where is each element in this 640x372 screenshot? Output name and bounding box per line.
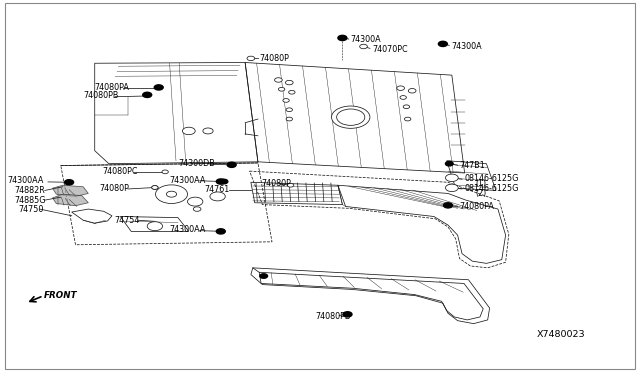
Circle shape	[182, 127, 195, 135]
Circle shape	[408, 89, 416, 93]
Circle shape	[343, 312, 352, 317]
Text: X7480023: X7480023	[536, 330, 585, 339]
Circle shape	[193, 207, 201, 211]
Text: 74300A: 74300A	[451, 42, 482, 51]
Text: FRONT: FRONT	[44, 291, 77, 300]
Circle shape	[403, 105, 410, 109]
Text: 74300DB: 74300DB	[178, 159, 214, 168]
Circle shape	[210, 192, 225, 201]
Circle shape	[287, 183, 294, 187]
Text: 74080PC: 74080PC	[102, 167, 138, 176]
Circle shape	[154, 85, 163, 90]
Circle shape	[400, 96, 406, 99]
Circle shape	[445, 161, 453, 166]
Circle shape	[188, 197, 203, 206]
Circle shape	[166, 191, 177, 197]
Circle shape	[227, 162, 236, 167]
Text: 08146-6125G: 08146-6125G	[465, 174, 519, 183]
Circle shape	[283, 99, 289, 102]
Circle shape	[286, 108, 292, 112]
Circle shape	[152, 186, 158, 189]
Text: 74070PC: 74070PC	[372, 45, 408, 54]
Circle shape	[260, 274, 268, 278]
Circle shape	[285, 80, 293, 85]
Text: 74080P: 74080P	[261, 179, 291, 187]
Text: 74300AA: 74300AA	[8, 176, 44, 185]
Circle shape	[404, 117, 411, 121]
Circle shape	[216, 229, 225, 234]
Circle shape	[337, 109, 365, 125]
Circle shape	[278, 87, 285, 91]
Circle shape	[445, 184, 458, 192]
Circle shape	[203, 128, 213, 134]
Circle shape	[338, 35, 347, 41]
Circle shape	[220, 179, 228, 184]
Circle shape	[162, 170, 168, 174]
Circle shape	[275, 78, 282, 82]
Polygon shape	[52, 185, 88, 196]
Text: 08146-6125G: 08146-6125G	[465, 184, 519, 193]
Circle shape	[289, 90, 295, 94]
Circle shape	[286, 117, 292, 121]
Circle shape	[216, 179, 225, 184]
Circle shape	[160, 187, 183, 201]
Text: (2): (2)	[475, 189, 486, 198]
Text: 747B1: 747B1	[460, 161, 485, 170]
Circle shape	[448, 186, 456, 190]
Text: 74750: 74750	[18, 205, 44, 214]
Circle shape	[445, 174, 458, 182]
Text: 74080PA: 74080PA	[460, 202, 494, 211]
Circle shape	[247, 56, 255, 61]
Circle shape	[397, 86, 404, 90]
Circle shape	[143, 92, 152, 97]
Text: 74300A: 74300A	[351, 35, 381, 44]
Circle shape	[332, 106, 370, 128]
Circle shape	[147, 222, 163, 231]
Text: 74761: 74761	[205, 185, 230, 194]
Text: 74080PA: 74080PA	[95, 83, 129, 92]
Text: 74754: 74754	[114, 216, 140, 225]
Circle shape	[448, 176, 456, 180]
Circle shape	[156, 185, 188, 203]
Text: 74080PB: 74080PB	[83, 92, 118, 100]
Text: (1): (1)	[475, 179, 486, 187]
Text: 74300AA: 74300AA	[169, 225, 205, 234]
Circle shape	[65, 180, 74, 185]
Text: 74882R: 74882R	[14, 186, 45, 195]
Text: 74300AA: 74300AA	[169, 176, 205, 185]
Circle shape	[152, 186, 158, 189]
Text: 74885G: 74885G	[14, 196, 45, 205]
Circle shape	[438, 41, 447, 46]
Text: 74080P: 74080P	[260, 54, 290, 63]
Text: 74080PB: 74080PB	[315, 312, 350, 321]
Circle shape	[360, 44, 367, 49]
Circle shape	[444, 203, 452, 208]
Text: 74080P: 74080P	[99, 185, 129, 193]
Polygon shape	[52, 194, 88, 206]
